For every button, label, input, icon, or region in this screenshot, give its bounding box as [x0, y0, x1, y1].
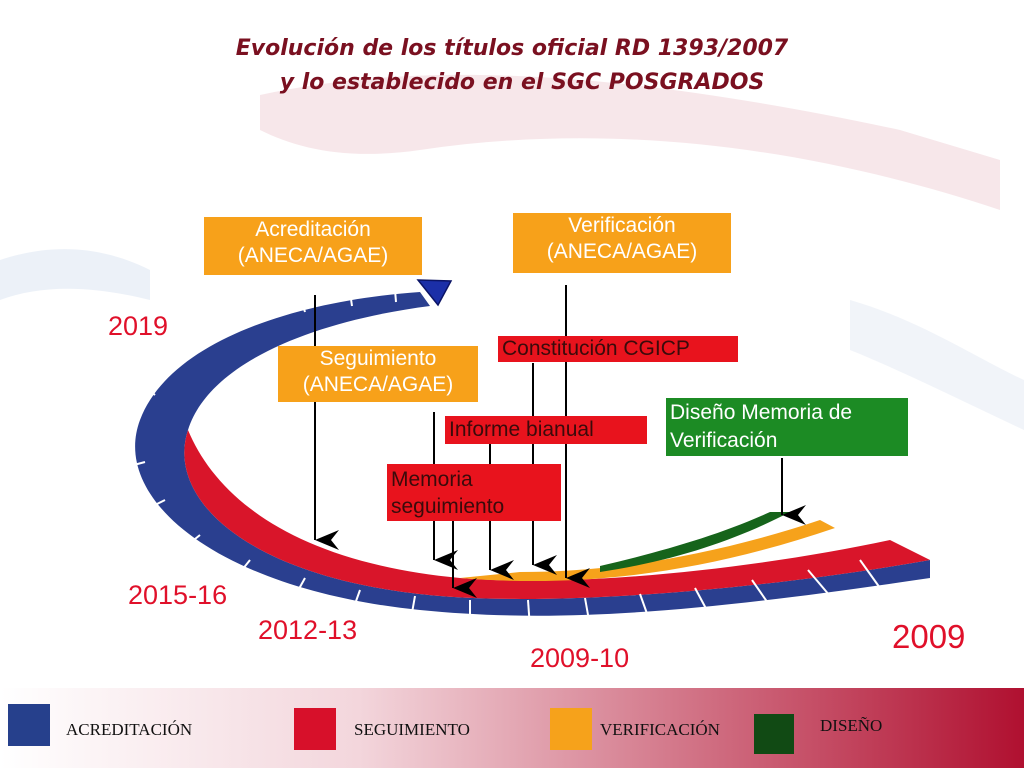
memoria-box: Memoria seguimiento — [387, 464, 561, 521]
arc-tick — [807, 569, 831, 597]
arc-tick — [249, 299, 261, 319]
seguimiento-label: Seguimiento — [319, 347, 437, 370]
year-2019: 2019 — [108, 311, 169, 341]
verificacion-label: Verificación — [568, 214, 676, 237]
verificacion-box: Verificación (ANECA/AGAE) — [513, 213, 731, 273]
informe-box: Informe bianual — [445, 416, 647, 444]
constitucion-box: Constitución CGICP — [498, 336, 738, 362]
background-decoration — [0, 74, 1024, 430]
arc-tick — [584, 597, 591, 627]
legend-label-verificacion: VERIFICACIÓN — [600, 720, 720, 739]
constitucion-label: Constitución CGICP — [502, 337, 690, 360]
legend-swatch-acreditacion — [8, 704, 50, 746]
arc-tick — [694, 587, 711, 617]
footer-band — [0, 688, 1024, 768]
memoria-line-1: Memoria — [391, 468, 473, 491]
title-line-2: y lo establecido en el SGC POSGRADOS — [279, 70, 765, 95]
arc-tick — [114, 461, 146, 471]
year-2009-10: 2009-10 — [530, 643, 630, 673]
legend-swatch-diseno — [754, 714, 794, 754]
acreditacion-label: Acreditación — [255, 218, 371, 241]
arc-tick — [149, 329, 171, 361]
legend-label-diseno: DISEÑO — [820, 716, 883, 735]
arc-tick — [527, 599, 531, 629]
year-2015-16: 2015-16 — [128, 580, 228, 610]
arc-tick — [349, 291, 353, 307]
legend-label-acreditacion: ACREDITACIÓN — [66, 720, 193, 739]
arc-tick — [751, 579, 771, 607]
diseno-line-1: Diseño Memoria de — [670, 401, 853, 424]
year-2012-13: 2012-13 — [258, 615, 358, 645]
arc-tick — [174, 534, 201, 556]
arc-end-triangle — [416, 279, 453, 307]
arc-tick — [394, 289, 397, 303]
legend-swatch-seguimiento — [294, 708, 336, 750]
arc-tick — [299, 295, 306, 313]
diseno-line-2: Verificación — [670, 429, 778, 452]
arc-tick — [229, 559, 251, 586]
acreditacion-agency: (ANECA/AGAE) — [237, 244, 389, 267]
arc-band-acreditacion — [135, 292, 930, 616]
seguimiento-agency: (ANECA/AGAE) — [302, 373, 454, 396]
arc-tick — [859, 559, 881, 589]
memoria-line-2: seguimiento — [391, 495, 505, 518]
arc-tick — [409, 595, 416, 625]
legend-swatch-verificacion — [550, 708, 592, 750]
arc-tick — [109, 419, 139, 426]
arc-tick — [349, 589, 361, 619]
arc-band-diseno — [600, 512, 790, 572]
legend-label-seguimiento: SEGUIMIENTO — [354, 720, 470, 739]
arc-tick — [639, 593, 651, 623]
acreditacion-box: Acreditación (ANECA/AGAE) — [204, 217, 422, 275]
arc-tick — [134, 499, 166, 516]
seguimiento-box: Seguimiento (ANECA/AGAE) — [278, 346, 478, 402]
verificacion-agency: (ANECA/AGAE) — [546, 240, 698, 263]
arc-tick — [129, 374, 156, 396]
informe-label: Informe bianual — [449, 418, 594, 441]
diseno-box: Diseño Memoria de Verificación — [666, 398, 908, 456]
year-2009: 2009 — [892, 618, 966, 655]
arc-tick — [289, 577, 306, 606]
title-line-1: Evolución de los títulos oficial RD 1393… — [235, 36, 789, 61]
